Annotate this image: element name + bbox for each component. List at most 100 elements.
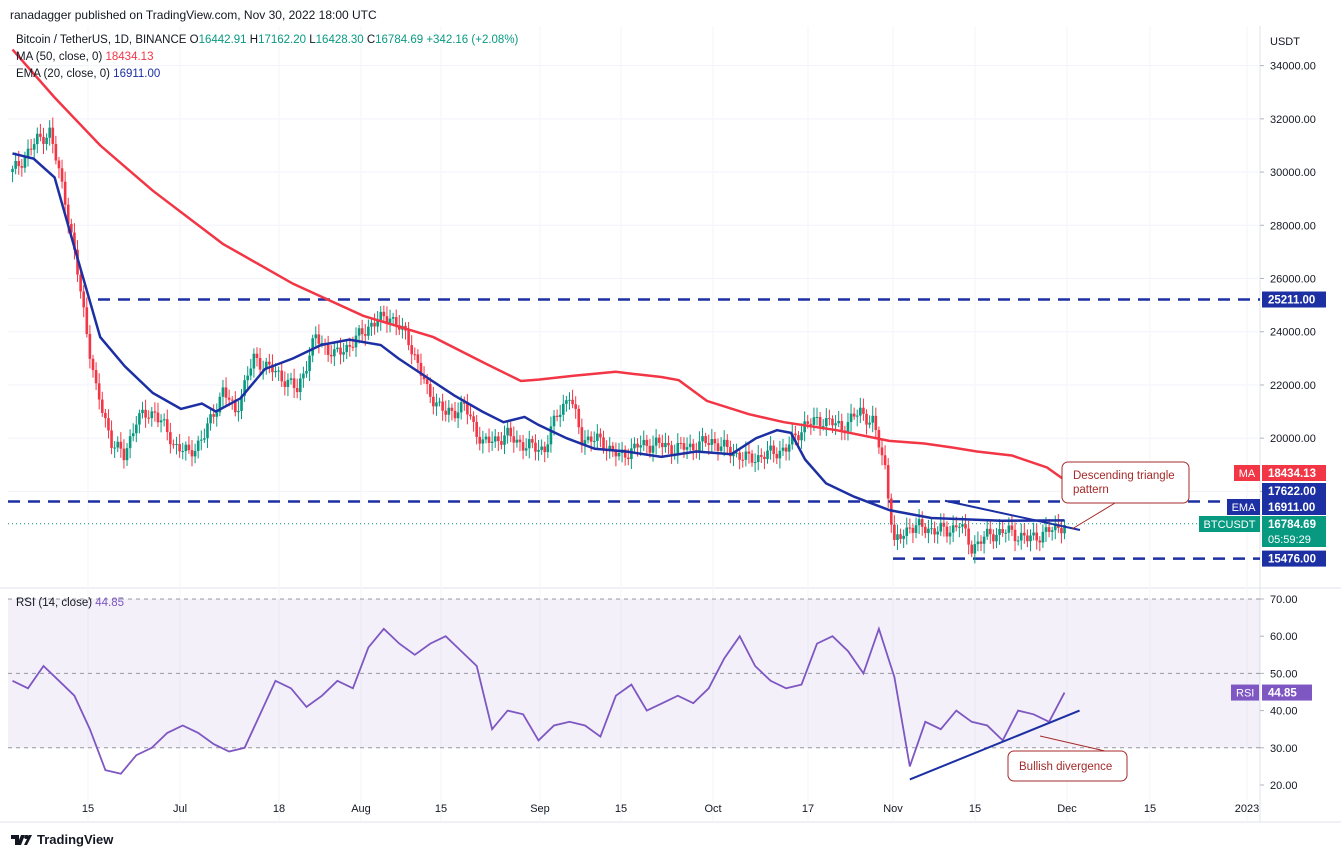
- candle-body: [611, 445, 615, 451]
- ema-legend[interactable]: EMA (20, close, 0) 16911.00: [16, 68, 160, 80]
- candle-body: [784, 447, 788, 452]
- candle-body: [459, 402, 463, 413]
- rsi-legend[interactable]: RSI (14, close) 44.85: [16, 597, 124, 609]
- candle-body: [896, 534, 899, 540]
- candle-body: [741, 459, 745, 461]
- candle-body: [478, 436, 482, 444]
- candle-body: [70, 223, 73, 233]
- candle-body: [682, 443, 686, 450]
- level-17622-label-bg: [1262, 483, 1326, 499]
- candle-body: [515, 439, 519, 443]
- candle-body: [376, 320, 379, 327]
- candle-body: [738, 452, 741, 460]
- annotation-pointer: [1039, 735, 1106, 752]
- time-tick-label: Dec: [1057, 803, 1077, 815]
- candle-body: [320, 342, 324, 344]
- ema-value: 16911.00: [113, 68, 161, 80]
- rsi-tick-label: 50.00: [1270, 668, 1298, 680]
- candle-body: [36, 133, 39, 145]
- candle-body: [162, 419, 166, 421]
- candle-body: [868, 422, 871, 425]
- candle-body: [165, 419, 169, 433]
- annotation-pointer: [1071, 502, 1116, 530]
- candle-body: [707, 443, 711, 445]
- candle-body: [602, 437, 605, 451]
- time-tick-label: Sep: [530, 803, 550, 815]
- candle-body: [775, 453, 779, 459]
- candle-body: [945, 526, 949, 537]
- candle-body: [456, 412, 460, 419]
- candle-body: [203, 438, 206, 440]
- candle-body: [722, 439, 726, 447]
- candle-body: [617, 452, 621, 457]
- candle-body: [97, 383, 101, 400]
- time-tick-label: Jul: [173, 803, 187, 815]
- candle-body: [147, 417, 150, 419]
- level-25211-label-value: 25211.00: [1268, 295, 1315, 307]
- candle-body: [917, 519, 921, 526]
- last-price-label-tag: BTCUSDT: [1204, 519, 1256, 531]
- candle-body: [230, 399, 234, 401]
- candle-body: [859, 407, 862, 416]
- level-15476-label-bg: [1262, 550, 1326, 567]
- candle-body: [156, 412, 160, 423]
- price-tick-label: 28000.00: [1270, 220, 1316, 232]
- candle-body: [521, 442, 525, 451]
- open-value: 16442.91: [198, 34, 247, 46]
- close-value: 16784.69: [375, 34, 424, 46]
- candle-body: [345, 344, 349, 353]
- candle-body: [1035, 532, 1038, 541]
- candle-body: [760, 455, 763, 457]
- level-17622-label-value: 17622.00: [1268, 486, 1316, 498]
- candle-body: [648, 445, 652, 453]
- candle-body: [14, 160, 17, 169]
- change-value: +342.16 (+2.08%): [426, 34, 519, 46]
- candle-body: [552, 415, 556, 427]
- candle-body: [623, 449, 627, 458]
- candle-body: [1038, 540, 1042, 543]
- ma-value: 18434.13: [105, 51, 154, 63]
- candle-body: [537, 449, 540, 452]
- candle-body: [135, 424, 138, 434]
- candle-body: [1013, 529, 1017, 542]
- candle-body: [407, 330, 410, 346]
- ema-price-label-tag: EMA: [1232, 502, 1257, 514]
- candle-body: [435, 402, 438, 407]
- candle-body: [221, 387, 225, 397]
- candle-body: [42, 136, 45, 144]
- candle-body: [23, 156, 27, 168]
- candle-body: [428, 384, 432, 397]
- candle-body: [88, 333, 92, 359]
- candle-body: [82, 291, 86, 308]
- price-tick-label: 22000.00: [1270, 380, 1316, 392]
- candle-body: [224, 387, 228, 398]
- symbol-legend: Bitcoin / TetherUS, 1D, BINANCE O16442.9…: [16, 34, 518, 46]
- candle-body: [790, 433, 794, 445]
- candle-body: [425, 379, 429, 385]
- candle-body: [772, 445, 775, 454]
- time-tick-label: 15: [969, 803, 981, 815]
- candle-body: [698, 441, 701, 453]
- candle-body: [985, 528, 989, 537]
- rsi-value: 44.85: [95, 597, 125, 609]
- candle-body: [128, 436, 132, 449]
- candle-body: [144, 409, 147, 418]
- candle-body: [509, 427, 512, 437]
- candle-body: [713, 439, 717, 444]
- candle-body: [924, 526, 927, 534]
- ma-legend[interactable]: MA (50, close, 0) 18434.13: [16, 51, 153, 63]
- candle-body: [599, 433, 602, 438]
- rsi-divergence-line: [909, 709, 1080, 781]
- candle-body: [927, 528, 930, 534]
- tradingview-logo[interactable]: TradingView: [10, 832, 113, 847]
- candle-body: [592, 440, 596, 442]
- candle-body: [831, 418, 834, 426]
- candle-body: [806, 421, 810, 424]
- candle-body: [670, 445, 673, 455]
- candle-body: [902, 535, 905, 539]
- candle-body: [308, 355, 311, 372]
- candle-body: [264, 361, 268, 370]
- candle-body: [982, 536, 986, 544]
- candle-body: [725, 439, 729, 447]
